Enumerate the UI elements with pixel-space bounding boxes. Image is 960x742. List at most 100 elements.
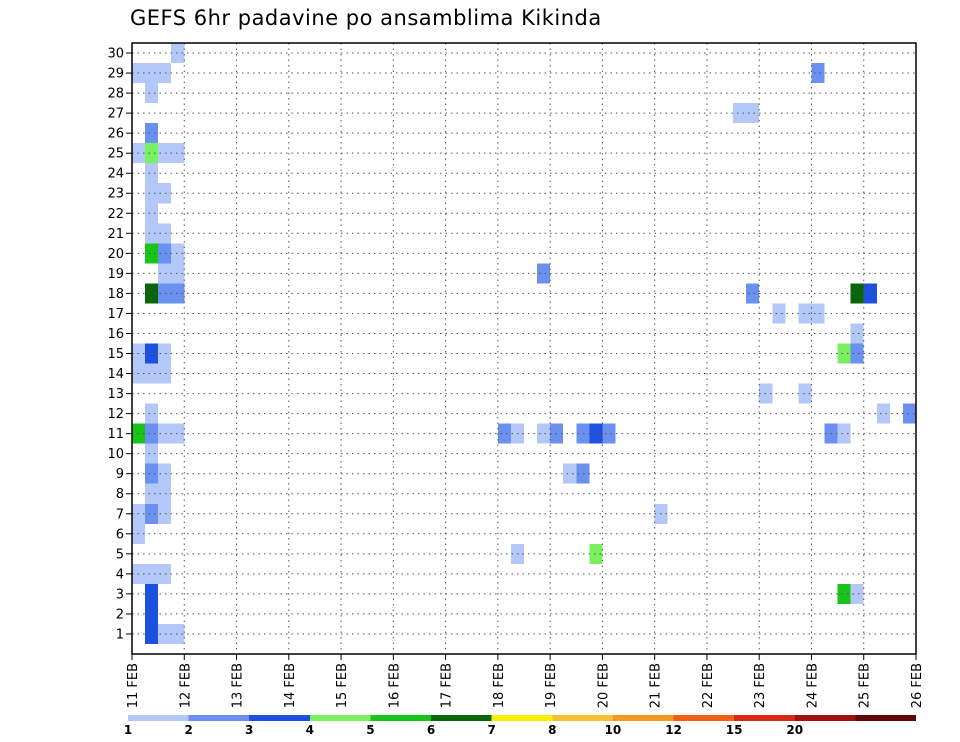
- legend-swatch: [612, 715, 674, 721]
- legend-label: 2: [184, 723, 192, 737]
- legend-label: 20: [786, 723, 803, 737]
- legend-label: 10: [605, 723, 622, 737]
- legend-label: 4: [306, 723, 314, 737]
- x-tick-label: 21 FEB: [649, 663, 664, 708]
- grid-layer: [132, 43, 916, 654]
- heatmap-cell-m8-d11.5: [158, 483, 172, 504]
- heatmap-cell-m11-d19.75: [589, 423, 603, 444]
- legend-label: 3: [245, 723, 253, 737]
- x-tick-label: 11 FEB: [126, 663, 141, 708]
- heatmap-cell-m12-d25.75: [902, 403, 916, 424]
- heatmap-cell-m20-d11.75: [171, 243, 185, 264]
- x-tick-label: 14 FEB: [283, 663, 298, 708]
- x-tick-label: 18 FEB: [492, 663, 507, 708]
- heatmap-cell-m3-d11.25: [145, 583, 159, 604]
- x-tick-label: 26 FEB: [910, 663, 925, 708]
- heatmap-cell-m5-d19.75: [589, 543, 603, 564]
- heatmap-cell-m11-d20: [602, 423, 616, 444]
- heatmap-cell-m26-d11.25: [145, 123, 159, 144]
- heatmap-cell-m1-d11.25: [145, 623, 159, 644]
- heatmap-cell-m28-d11.25: [145, 83, 159, 104]
- heatmap-cell-m3-d24.5: [837, 583, 851, 604]
- y-tick-label: 12: [107, 407, 124, 422]
- heatmap-cell-m9-d11.25: [145, 463, 159, 484]
- y-tick-label: 27: [107, 107, 124, 122]
- y-tick-label: 28: [107, 87, 124, 102]
- heatmap-cell-m4-d11.25: [145, 563, 159, 584]
- heatmap-cell-m25-d11.25: [145, 143, 159, 164]
- y-tick-label: 25: [107, 147, 124, 162]
- x-tick-label: 24 FEB: [805, 663, 820, 708]
- y-tick-label: 5: [116, 547, 124, 562]
- heatmap-cell-m17-d24: [811, 303, 825, 324]
- x-tick-label: 20 FEB: [596, 663, 611, 708]
- y-tick-label: 19: [107, 267, 124, 282]
- legend-label: 7: [488, 723, 496, 737]
- heatmap-cell-m9-d11.5: [158, 463, 172, 484]
- heatmap-cell-m20-d11.25: [145, 243, 159, 264]
- heatmap-cell-m3-d24.75: [850, 583, 864, 604]
- heatmap-cell-m1-d11.5: [158, 623, 172, 644]
- heatmap-cell-m9-d19.5: [576, 463, 590, 484]
- heatmap-cell-m21-d11.5: [158, 223, 172, 244]
- plot-frame: [131, 42, 917, 655]
- heatmap-cell-m25-d11.75: [171, 143, 185, 164]
- x-tick-label: 23 FEB: [753, 663, 768, 708]
- legend-label: 12: [665, 723, 682, 737]
- heatmap-cell-m1-d11.75: [171, 623, 185, 644]
- y-tick-label: 3: [116, 587, 124, 602]
- heatmap-cell-m18-d11.25: [145, 283, 159, 304]
- y-tick-label: 8: [116, 487, 124, 502]
- heatmap-cell-m23-d11.25: [145, 183, 159, 204]
- y-tick-label: 1: [116, 627, 124, 642]
- heatmap-cell-m16-d24.75: [850, 323, 864, 344]
- legend-swatch: [673, 715, 735, 721]
- heatmap-cell-m23-d11.5: [158, 183, 172, 204]
- y-tick-label: 2: [116, 607, 124, 622]
- heatmap-cell-m13-d23.75: [798, 383, 812, 404]
- heatmap-cell-m8-d11.25: [145, 483, 159, 504]
- x-tick-label: 25 FEB: [858, 663, 873, 708]
- heatmap-cell-m11-d19.5: [576, 423, 590, 444]
- heatmap-cell-m15-d11.25: [145, 343, 159, 364]
- legend-swatch: [309, 715, 371, 721]
- y-tick-label: 7: [116, 507, 124, 522]
- y-tick-label: 4: [116, 567, 124, 582]
- y-tick-label: 24: [107, 167, 124, 182]
- heatmap-cell-m11-d11.25: [145, 423, 159, 444]
- y-tick-label: 29: [107, 67, 124, 82]
- heatmap-cell-m29-d24: [811, 63, 825, 84]
- heatmap-cell-m11-d11.75: [171, 423, 185, 444]
- heatmap-cell-m27-d22.75: [746, 103, 760, 124]
- x-tick-label: 22 FEB: [701, 663, 716, 708]
- heatmap-cell-m22-d11.25: [145, 203, 159, 224]
- y-tick-label: 23: [107, 187, 124, 202]
- heatmap-cell-m25-d11.5: [158, 143, 172, 164]
- legend-swatch: [370, 715, 432, 721]
- x-tick-label: 19 FEB: [544, 663, 559, 708]
- heatmap-cell-m7-d11.25: [145, 503, 159, 524]
- y-tick-label: 15: [107, 347, 124, 362]
- heatmap-cell-m18-d11.75: [171, 283, 185, 304]
- legend-swatch: [249, 715, 310, 721]
- heatmap-cell-m15-d24.5: [837, 343, 851, 364]
- heatmap-cell-m2-d11.25: [145, 603, 159, 624]
- heatmap-cell-m18-d24.75: [850, 283, 864, 304]
- legend-swatch: [734, 715, 795, 721]
- heatmap-cell-m11-d24.5: [837, 423, 851, 444]
- legend-label: 8: [548, 723, 556, 737]
- heatmap-cell-m12-d11.25: [145, 403, 159, 424]
- heatmap-cell-m15-d11.5: [158, 343, 172, 364]
- legend-label: 1: [124, 723, 132, 737]
- heatmap-cell-m24-d11.25: [145, 163, 159, 184]
- heatmap-cell-m18-d11.5: [158, 283, 172, 304]
- legend-swatch: [128, 715, 189, 721]
- heatmap-cell-m11-d18.75: [537, 423, 551, 444]
- axis-layer: 1234567891011121314151617181920212223242…: [107, 47, 925, 709]
- heatmap-cell-m19-d11.75: [171, 263, 185, 284]
- y-tick-label: 11: [107, 427, 124, 442]
- heatmap-cell-m14-d11.25: [145, 363, 159, 384]
- heatmap-cell-m17-d23.75: [798, 303, 812, 324]
- x-tick-label: 16 FEB: [387, 663, 402, 708]
- heatmap-cell-m29-d11.5: [158, 63, 172, 84]
